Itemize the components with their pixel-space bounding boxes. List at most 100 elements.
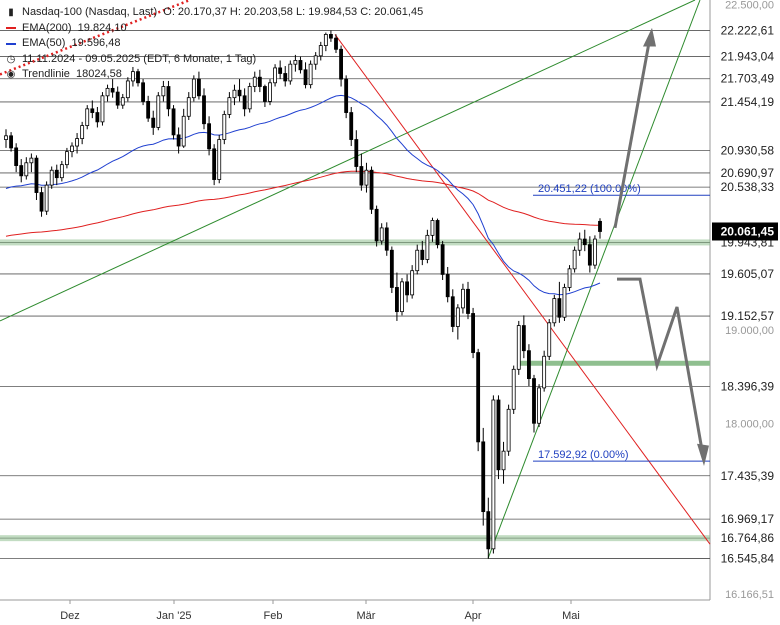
candle-body [582, 238, 587, 246]
price-level-label-bg [712, 70, 778, 87]
support-band [0, 239, 710, 246]
candle-body [410, 270, 415, 296]
candle-body [70, 145, 74, 153]
uptrend-line-long [0, 0, 696, 322]
candle-body [75, 138, 79, 147]
price-level-label-bg [712, 308, 778, 325]
uptrend-line-steep [487, 0, 701, 559]
candle-body [105, 87, 110, 97]
candle-body [283, 73, 288, 82]
period-text: 11.11.2024 - 09.05.2025 (EDT, 6 Monate, … [22, 52, 257, 65]
candle-body [476, 352, 481, 443]
price-level-label-bg [712, 48, 778, 65]
candle-body [318, 45, 323, 57]
legend-ema50: EMA(50) 19.596,48 [6, 36, 423, 52]
candle-body [85, 108, 90, 126]
candle-body [4, 135, 8, 140]
y-tick-label: 19.000,00 [725, 325, 774, 337]
candle-body [420, 249, 425, 260]
candle-body [39, 192, 44, 212]
ema200-line [5, 170, 600, 237]
price-level-label-bg [712, 93, 778, 110]
x-tick-label: Dez [60, 610, 80, 622]
candle-body [156, 95, 161, 128]
price-level-label: 20.930,58 [721, 144, 775, 158]
fib-label: 20.451,22 (100.00%) [538, 183, 641, 195]
candle-body [598, 220, 602, 232]
candle-body [293, 60, 298, 65]
candle-body [19, 165, 24, 177]
candle-body [166, 86, 171, 110]
candle-body [308, 63, 313, 86]
candle-body [171, 108, 176, 136]
y-tick-label: 18.000,00 [725, 418, 774, 430]
price-level-label-bg [712, 179, 778, 196]
candle-body [29, 157, 34, 164]
candle-body [562, 287, 567, 318]
candle-body [587, 244, 592, 266]
candle-body [450, 296, 455, 327]
candle-body [278, 67, 283, 74]
candle-body [521, 325, 526, 352]
candle-body [65, 151, 69, 166]
price-level-label: 22.222,61 [721, 23, 775, 37]
candle-body [100, 95, 105, 123]
candle-body [405, 281, 409, 296]
candle-body [268, 82, 272, 102]
legend-ema200: EMA(200) 19.824,10 [6, 21, 423, 37]
trendline-value: 18024,58 [76, 68, 122, 80]
candle-body [207, 123, 211, 150]
candle-body [222, 114, 227, 140]
candle-body [227, 97, 232, 115]
forecast-arrowhead-down [697, 443, 709, 467]
price-level-label: 19.605,07 [721, 267, 775, 281]
candle-body [212, 148, 217, 180]
x-tick-label: Feb [264, 610, 283, 622]
x-tick-label: Mai [562, 610, 580, 622]
chart-legend: ▮ Nasdaq-100 (Nasdaq, Last) O: 20.170,37… [6, 5, 423, 83]
forecast-arrow-down [617, 277, 705, 457]
candle-body [435, 220, 440, 246]
candle-body [110, 87, 115, 93]
x-tick-label: Apr [464, 610, 481, 622]
candle-body [263, 86, 267, 102]
fib-label: 17.592,92 (0.00%) [538, 449, 629, 461]
target-icon: ◉ [6, 69, 16, 80]
candle-body [161, 86, 166, 97]
candle-body [537, 387, 541, 424]
ema50-line [5, 94, 601, 296]
candle-body [384, 227, 389, 251]
price-level-label-bg [712, 511, 778, 528]
price-level-label: 21.943,04 [721, 49, 775, 63]
candle-body [80, 125, 85, 140]
candle-body [577, 238, 582, 251]
candle-body [430, 220, 435, 236]
support-band-short [520, 360, 710, 366]
candle-body [455, 307, 460, 327]
candle-body [501, 450, 506, 471]
y-tick-label: 16.166,51 [725, 589, 774, 601]
candle-body [176, 134, 181, 147]
candle-body [496, 399, 501, 471]
candle-body [374, 208, 379, 242]
price-level-label: 20.538,33 [721, 180, 775, 194]
price-level-label: 17.435,39 [721, 469, 775, 483]
candle-body [247, 86, 252, 110]
price-level-label: 20.690,97 [721, 166, 775, 180]
forecast-arrowhead-up [643, 27, 656, 47]
candle-body [329, 34, 333, 39]
candle-body [95, 112, 100, 123]
candle-body [400, 281, 404, 313]
candle-body [552, 298, 557, 324]
candle-body [257, 76, 262, 87]
candle-body [516, 325, 521, 370]
candle-body [146, 100, 151, 119]
candle-body [273, 67, 277, 84]
candle-body [141, 82, 145, 102]
clock-icon: ◷ [6, 53, 16, 65]
candle-body [389, 249, 394, 288]
candle-body [506, 408, 511, 452]
candle-body [339, 48, 343, 80]
candle-body [547, 322, 552, 357]
